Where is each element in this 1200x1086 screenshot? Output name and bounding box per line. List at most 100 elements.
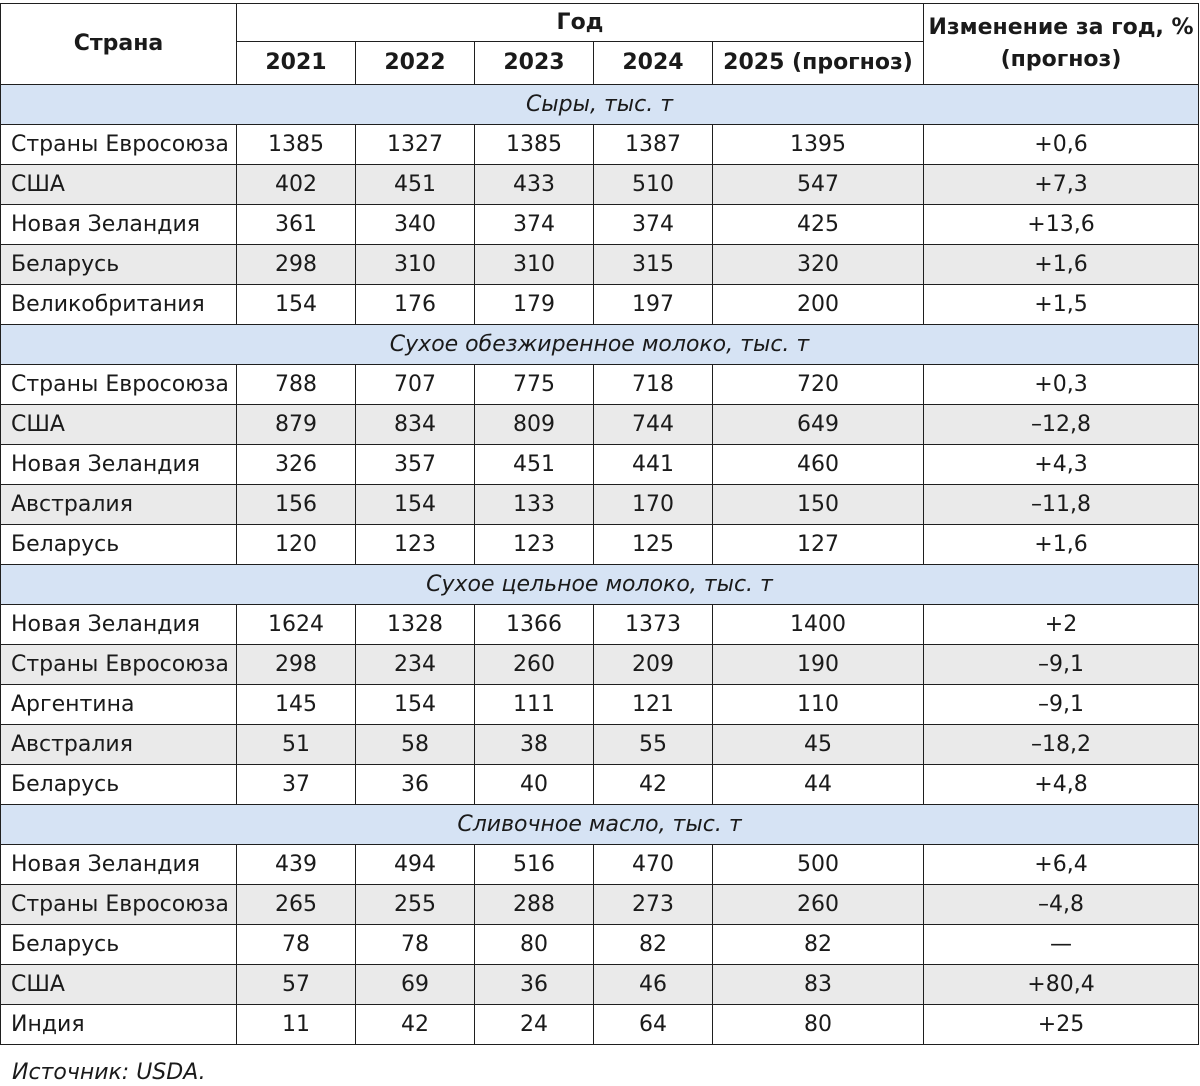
change-cell: +80,4 [923,964,1200,1005]
value-cell: 154 [236,284,356,325]
change-cell: +4,3 [923,444,1200,485]
value-cell: 718 [593,364,713,405]
section-title: Сыры, тыс. т [0,84,1200,125]
value-cell: 64 [593,1004,713,1045]
value-cell: 120 [236,524,356,565]
country-cell: Новая Зеландия [0,444,237,485]
table-header: Страна Год Изменение за год, % (прогноз)… [0,3,1200,85]
section-title: Сухое обезжиренное молоко, тыс. т [0,324,1200,365]
value-cell: 439 [236,844,356,885]
value-cell: 775 [474,364,594,405]
change-cell: +0,3 [923,364,1200,405]
value-cell: 315 [593,244,713,285]
value-cell: 255 [355,884,475,925]
value-cell: 156 [236,484,356,525]
country-cell: США [0,164,237,205]
table-row: Австралия 156 154 133 170 150 –11,8 [0,484,1200,525]
change-cell: –12,8 [923,404,1200,445]
value-cell: 58 [355,724,475,765]
value-cell: 51 [236,724,356,765]
table-row: Новая Зеландия 439 494 516 470 500 +6,4 [0,844,1200,885]
value-cell: 190 [711,644,925,685]
value-cell: 298 [236,244,356,285]
value-cell: 265 [236,884,356,925]
value-cell: 451 [355,164,475,205]
value-cell: 1387 [593,124,713,165]
header-year-2024: 2024 [593,41,713,85]
section-title: Сливочное масло, тыс. т [0,804,1200,845]
country-cell: Австралия [0,484,237,525]
value-cell: 310 [355,244,475,285]
country-cell: Индия [0,1004,237,1045]
value-cell: 133 [474,484,594,525]
value-cell: 470 [593,844,713,885]
table-row: США 402 451 433 510 547 +7,3 [0,164,1200,205]
section-header-row: Сухое обезжиренное молоко, тыс. т [0,324,1200,365]
country-cell: Страны Евросоюза [0,364,237,405]
table-row: Беларусь 37 36 40 42 44 +4,8 [0,764,1200,805]
value-cell: 510 [593,164,713,205]
value-cell: 1624 [236,604,356,645]
table-row: США 57 69 36 46 83 +80,4 [0,964,1200,1005]
value-cell: 111 [474,684,594,725]
section-header-row: Сливочное масло, тыс. т [0,804,1200,845]
value-cell: 45 [711,724,925,765]
value-cell: 374 [593,204,713,245]
header-country: Страна [0,3,237,85]
value-cell: 80 [711,1004,925,1045]
value-cell: 720 [711,364,925,405]
header-year-group: Год [235,3,925,42]
change-cell: — [923,924,1200,965]
value-cell: 123 [474,524,594,565]
country-cell: Страны Евросоюза [0,124,237,165]
table-row: Аргентина 145 154 111 121 110 –9,1 [0,684,1200,725]
value-cell: 500 [711,844,925,885]
value-cell: 36 [355,764,475,805]
value-cell: 123 [355,524,475,565]
value-cell: 83 [711,964,925,1005]
value-cell: 78 [355,924,475,965]
table-row: Страны Евросоюза 1385 1327 1385 1387 1395 +0,6 [0,124,1200,165]
value-cell: 11 [236,1004,356,1045]
value-cell: 340 [355,204,475,245]
value-cell: 36 [474,964,594,1005]
value-cell: 145 [236,684,356,725]
value-cell: 516 [474,844,594,885]
value-cell: 809 [474,404,594,445]
table-row: Страны Евросоюза 265 255 288 273 260 –4,8 [0,884,1200,925]
value-cell: 1385 [474,124,594,165]
value-cell: 234 [355,644,475,685]
country-cell: Страны Евросоюза [0,884,237,925]
value-cell: 460 [711,444,925,485]
country-cell: Новая Зеландия [0,844,237,885]
country-cell: Аргентина [0,684,237,725]
country-cell: Новая Зеландия [0,204,237,245]
value-cell: 125 [593,524,713,565]
country-cell: Страны Евросоюза [0,644,237,685]
value-cell: 154 [355,684,475,725]
value-cell: 42 [593,764,713,805]
change-cell: +1,5 [923,284,1200,325]
header-change: Изменение за год, % (прогноз) [923,3,1200,85]
value-cell: 310 [474,244,594,285]
value-cell: 121 [593,684,713,725]
header-year-2021: 2021 [236,41,356,85]
value-cell: 374 [474,204,594,245]
table-row: Беларусь 78 78 80 82 82— [0,924,1200,965]
change-cell: –9,1 [923,644,1200,685]
header-year-2022: 2022 [355,41,475,85]
value-cell: 1400 [711,604,925,645]
value-cell: 298 [236,644,356,685]
value-cell: 1366 [474,604,594,645]
value-cell: 170 [593,484,713,525]
table-row: Беларусь 298 310 310 315 320 +1,6 [0,244,1200,285]
change-cell: +1,6 [923,244,1200,285]
value-cell: 197 [593,284,713,325]
value-cell: 260 [711,884,925,925]
value-cell: 879 [236,404,356,445]
value-cell: 273 [593,884,713,925]
dairy-production-table: Страна Год Изменение за год, % (прогноз)… [0,3,1200,1045]
section-title: Сухое цельное молоко, тыс. т [0,564,1200,605]
table-row: Страны Евросоюза 298 234 260 209 190 –9,1 [0,644,1200,685]
value-cell: 55 [593,724,713,765]
